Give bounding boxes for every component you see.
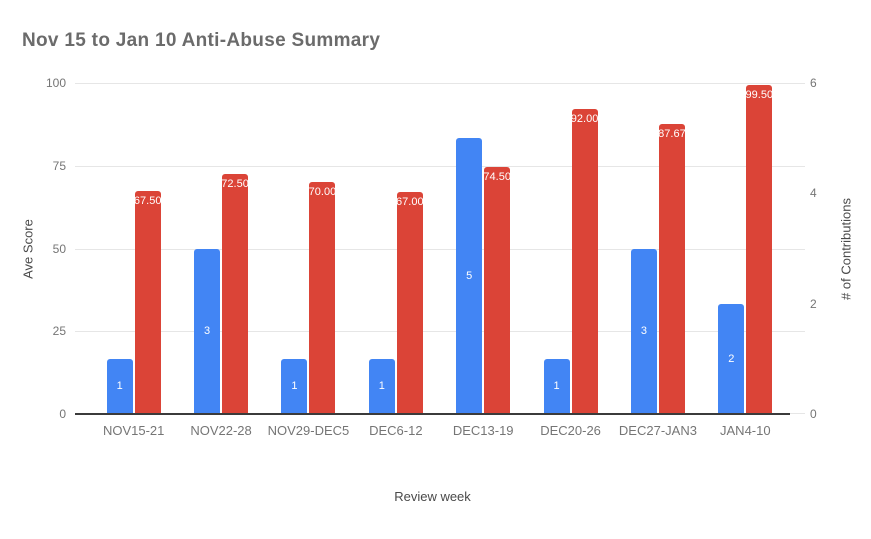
right-axis-ticks: 0 2 4 6 <box>810 77 850 420</box>
bar--of-contributions-NOV29-DEC5: 1 <box>281 358 308 414</box>
bar-value-label: 3 <box>640 325 647 338</box>
bar-group-DEC13-19: 5 74.50 <box>440 83 527 414</box>
x-label-DEC20-26: DEC20-26 <box>540 423 601 438</box>
bar-value-label: 99.50 <box>745 88 774 101</box>
chart-title: Nov 15 to Jan 10 Anti-Abuse Summary <box>22 30 381 51</box>
x-label-NOV22-28: NOV22-28 <box>190 423 252 438</box>
bar-value-label: 67.00 <box>396 196 424 209</box>
x-label-NOV15-21: NOV15-21 <box>102 423 165 438</box>
x-label-NOV29-DEC5: NOV29-DEC5 <box>267 423 350 438</box>
bar-group-DEC6-12: 1 67.00 <box>352 83 439 414</box>
bar--of-contributions-DEC20-26: 1 <box>543 358 570 414</box>
bar--of-contributions-NOV22-28: 3 <box>194 248 221 414</box>
left-tick-25: 25 <box>52 324 66 339</box>
bar-value-label: 74.50 <box>483 171 511 184</box>
x-label-DEC6-12: DEC6-12 <box>369 423 423 438</box>
left-tick-0: 0 <box>59 407 66 421</box>
bar-group-NOV29-DEC5: 1 70.00 <box>265 83 352 414</box>
bar--of-contributions-DEC13-19: 5 <box>456 138 483 414</box>
bar-value-label: 1 <box>116 380 123 393</box>
bar-value-label: 1 <box>291 380 298 393</box>
bar--of-contributions-DEC27-JAN3: 3 <box>630 248 657 414</box>
bar-value-label: 2 <box>728 352 735 365</box>
x-axis-title: Review week <box>394 489 471 504</box>
right-tick-2: 2 <box>810 296 817 311</box>
left-axis-ticks: 0 25 50 75 100 <box>0 77 66 420</box>
x-axis-labels: NOV15-21 NOV22-28 NOV29-DEC5 DEC6-12 DEC13-1… <box>90 423 789 438</box>
right-tick-4: 4 <box>810 186 817 201</box>
x-label-DEC27-JAN3: DEC27-JAN3 <box>618 423 697 438</box>
bar-group-NOV22-28: 3 72.50 <box>177 83 264 414</box>
bar-group-DEC27-JAN3: 3 87.67 <box>614 83 701 414</box>
left-tick-100: 100 <box>45 76 66 90</box>
bar-value-label: 5 <box>466 270 473 283</box>
x-label-JAN4-10: JAN4-10 <box>720 423 771 438</box>
bar-ave-score-NOV15-21: 67.50 <box>133 190 162 414</box>
bar-ave-score-DEC13-19: 74.50 <box>483 167 511 414</box>
plot-area: 1 67.50 3 72.50 1 70.00 1 67.00 5 74.50 1 92.00 3 87.… <box>90 83 789 414</box>
x-axis-line-extension <box>790 413 805 414</box>
bar-ave-score-DEC6-12: 67.00 <box>396 192 424 414</box>
bar-value-label: 72.50 <box>221 178 249 191</box>
bar--of-contributions-JAN4-10: 2 <box>718 303 745 414</box>
bar-value-label: 92.00 <box>570 113 599 126</box>
bar-ave-score-DEC20-26: 92.00 <box>570 109 599 414</box>
bar--of-contributions-DEC6-12: 1 <box>368 358 395 414</box>
right-tick-6: 6 <box>810 76 817 90</box>
bar--of-contributions-NOV15-21: 1 <box>106 358 133 414</box>
bar-value-label: 67.50 <box>133 194 162 207</box>
bar-value-label: 1 <box>553 380 560 393</box>
left-tick-50: 50 <box>52 241 66 256</box>
bar-group-JAN4-10: 2 99.50 <box>702 83 789 414</box>
bar-group-DEC20-26: 1 92.00 <box>527 83 614 414</box>
right-tick-0: 0 <box>810 407 817 421</box>
bar-ave-score-NOV29-DEC5: 70.00 <box>308 182 337 414</box>
bar-value-label: 70.00 <box>308 186 337 199</box>
x-axis-line <box>75 413 790 415</box>
gridline-75 <box>75 165 805 167</box>
bar-value-label: 3 <box>204 325 211 338</box>
gridline-50 <box>75 248 805 250</box>
gridlines <box>75 83 805 414</box>
left-tick-75: 75 <box>52 158 66 173</box>
gridline-100 <box>75 83 805 84</box>
bar-value-label: 1 <box>378 380 385 393</box>
bar-ave-score-DEC27-JAN3: 87.67 <box>658 123 686 414</box>
bar-ave-score-NOV22-28: 72.50 <box>221 174 249 414</box>
bar-group-NOV15-21: 1 67.50 <box>90 83 177 414</box>
bar-value-label: 87.67 <box>658 127 686 140</box>
x-label-DEC13-19: DEC13-19 <box>452 423 514 438</box>
bar-ave-score-JAN4-10: 99.50 <box>745 84 774 414</box>
gridline-25 <box>75 331 805 333</box>
